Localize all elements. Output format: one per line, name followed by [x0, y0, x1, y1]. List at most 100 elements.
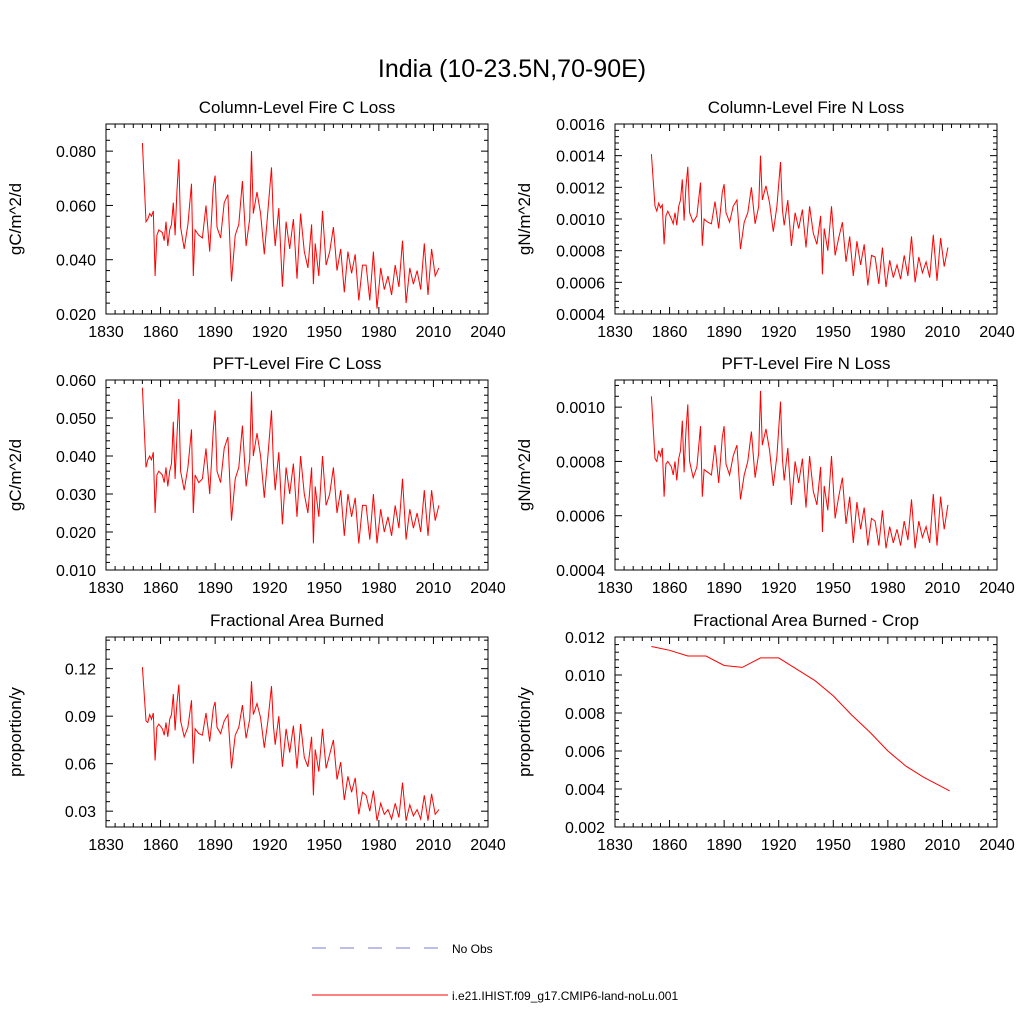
x-tick-label: 1860 [143, 580, 179, 597]
y-tick-label: 0.0004 [556, 307, 605, 324]
x-tick-label: 1920 [252, 324, 288, 341]
y-tick-label: 0.050 [56, 411, 96, 428]
x-tick-label: 1950 [306, 324, 342, 341]
y-tick-label: 0.0010 [556, 400, 605, 417]
panel-1: Column-Level Fire C Loss gC/m^2/d 1830 1860… [6, 98, 506, 341]
y-tick-label: 0.004 [565, 782, 605, 799]
series-line [141, 667, 440, 822]
x-tick-label: 1950 [815, 580, 851, 597]
x-tick-label: 1980 [361, 837, 397, 854]
x-tick-label: 1920 [761, 324, 797, 341]
x-tick-label: 1890 [197, 580, 233, 597]
y-tick-label: 0.040 [56, 449, 96, 466]
x-tick-label: 1890 [706, 580, 742, 597]
y-tick-label: 0.020 [56, 525, 96, 542]
y-tick-label: 0.0004 [556, 563, 605, 580]
x-tick-label: 1860 [652, 580, 688, 597]
x-tick-label: 2010 [416, 580, 452, 597]
x-tick-label: 2040 [979, 580, 1015, 597]
y-axis-label: proportion/y [6, 687, 25, 777]
panel-title: PFT-Level Fire N Loss [721, 354, 890, 373]
y-tick-label: 0.020 [56, 307, 96, 324]
y-tick-label: 0.030 [56, 487, 96, 504]
y-tick-label: 0.006 [565, 744, 605, 761]
y-tick-label: 0.06 [65, 757, 96, 774]
panel-title: Column-Level Fire C Loss [199, 98, 396, 117]
x-tick-label: 1830 [88, 324, 124, 341]
y-tick-label: 0.008 [565, 706, 605, 723]
panel-title: Column-Level Fire N Loss [708, 98, 905, 117]
x-tick-label: 2010 [925, 580, 961, 597]
x-tick-label: 1860 [143, 837, 179, 854]
x-tick-label: 1920 [761, 580, 797, 597]
x-tick-label: 1950 [815, 324, 851, 341]
panels: Column-Level Fire C Loss gC/m^2/d 1830 1860… [6, 98, 1015, 854]
y-tick-label: 0.002 [565, 820, 605, 837]
x-tick-label: 1890 [197, 837, 233, 854]
y-tick-label: 0.040 [56, 253, 96, 270]
legend-obs-label: No Obs [452, 942, 493, 956]
y-axis-label: gN/m^2/d [515, 183, 534, 255]
x-tick-label: 2010 [416, 837, 452, 854]
y-tick-label: 0.060 [56, 198, 96, 215]
y-tick-label: 0.0010 [556, 212, 605, 229]
y-tick-label: 0.0008 [556, 454, 605, 471]
legend: No Obs i.e21.IHIST.f09_g17.CMIP6-land-no… [312, 942, 678, 1003]
x-tick-label: 1980 [361, 324, 397, 341]
y-tick-label: 0.0006 [556, 275, 605, 292]
y-axis-label: gC/m^2/d [6, 439, 25, 511]
y-axis-label: gN/m^2/d [515, 439, 534, 511]
series-line [141, 387, 440, 544]
figure-title: India (10-23.5N,70-90E) [378, 55, 646, 83]
panel-5: Fractional Area Burned proportion/y 1830 18… [6, 611, 506, 854]
x-tick-label: 2040 [470, 324, 506, 341]
y-tick-label: 0.080 [56, 144, 96, 161]
series-line [650, 390, 949, 549]
y-axis-label: proportion/y [515, 687, 534, 777]
x-tick-label: 1830 [88, 837, 124, 854]
x-tick-label: 1860 [652, 324, 688, 341]
x-tick-label: 1890 [706, 837, 742, 854]
x-tick-label: 1980 [870, 837, 906, 854]
x-tick-label: 2040 [470, 837, 506, 854]
x-tick-label: 1980 [361, 580, 397, 597]
series-line [650, 154, 949, 288]
x-tick-label: 1890 [197, 324, 233, 341]
x-tick-label: 1830 [597, 580, 633, 597]
panel-6: Fractional Area Burned - Crop proportion/… [515, 611, 1015, 854]
x-tick-label: 1890 [706, 324, 742, 341]
x-tick-label: 1920 [761, 837, 797, 854]
x-tick-label: 1980 [870, 580, 906, 597]
panel-title: Fractional Area Burned - Crop [693, 611, 919, 630]
x-tick-label: 1860 [143, 324, 179, 341]
x-tick-label: 1950 [815, 837, 851, 854]
x-tick-label: 1830 [597, 837, 633, 854]
panel-2: Column-Level Fire N Loss gN/m^2/d 1830 1860… [515, 98, 1015, 341]
y-tick-label: 0.0012 [556, 180, 605, 197]
x-tick-label: 1830 [597, 324, 633, 341]
panel-title: Fractional Area Burned [210, 611, 384, 630]
y-tick-label: 0.09 [65, 709, 96, 726]
x-tick-label: 1950 [306, 837, 342, 854]
y-tick-label: 0.12 [65, 662, 96, 679]
y-tick-label: 0.060 [56, 373, 96, 390]
y-axis-label: gC/m^2/d [6, 183, 25, 255]
y-tick-label: 0.03 [65, 804, 96, 821]
panel-4: PFT-Level Fire N Loss gN/m^2/d 1830 1860 189… [515, 354, 1015, 597]
series-line [141, 142, 440, 309]
x-tick-label: 2010 [925, 324, 961, 341]
x-tick-label: 2040 [979, 324, 1015, 341]
x-tick-label: 1830 [88, 580, 124, 597]
series-line [651, 646, 950, 792]
x-tick-label: 1920 [252, 837, 288, 854]
y-tick-label: 0.0008 [556, 244, 605, 261]
legend-model-label: i.e21.IHIST.f09_g17.CMIP6-land-noLu.001 [452, 989, 678, 1003]
y-tick-label: 0.012 [565, 630, 605, 647]
x-tick-label: 2040 [470, 580, 506, 597]
x-tick-label: 2040 [979, 837, 1015, 854]
x-tick-label: 2010 [416, 324, 452, 341]
x-tick-label: 1950 [306, 580, 342, 597]
y-tick-label: 0.010 [56, 563, 96, 580]
